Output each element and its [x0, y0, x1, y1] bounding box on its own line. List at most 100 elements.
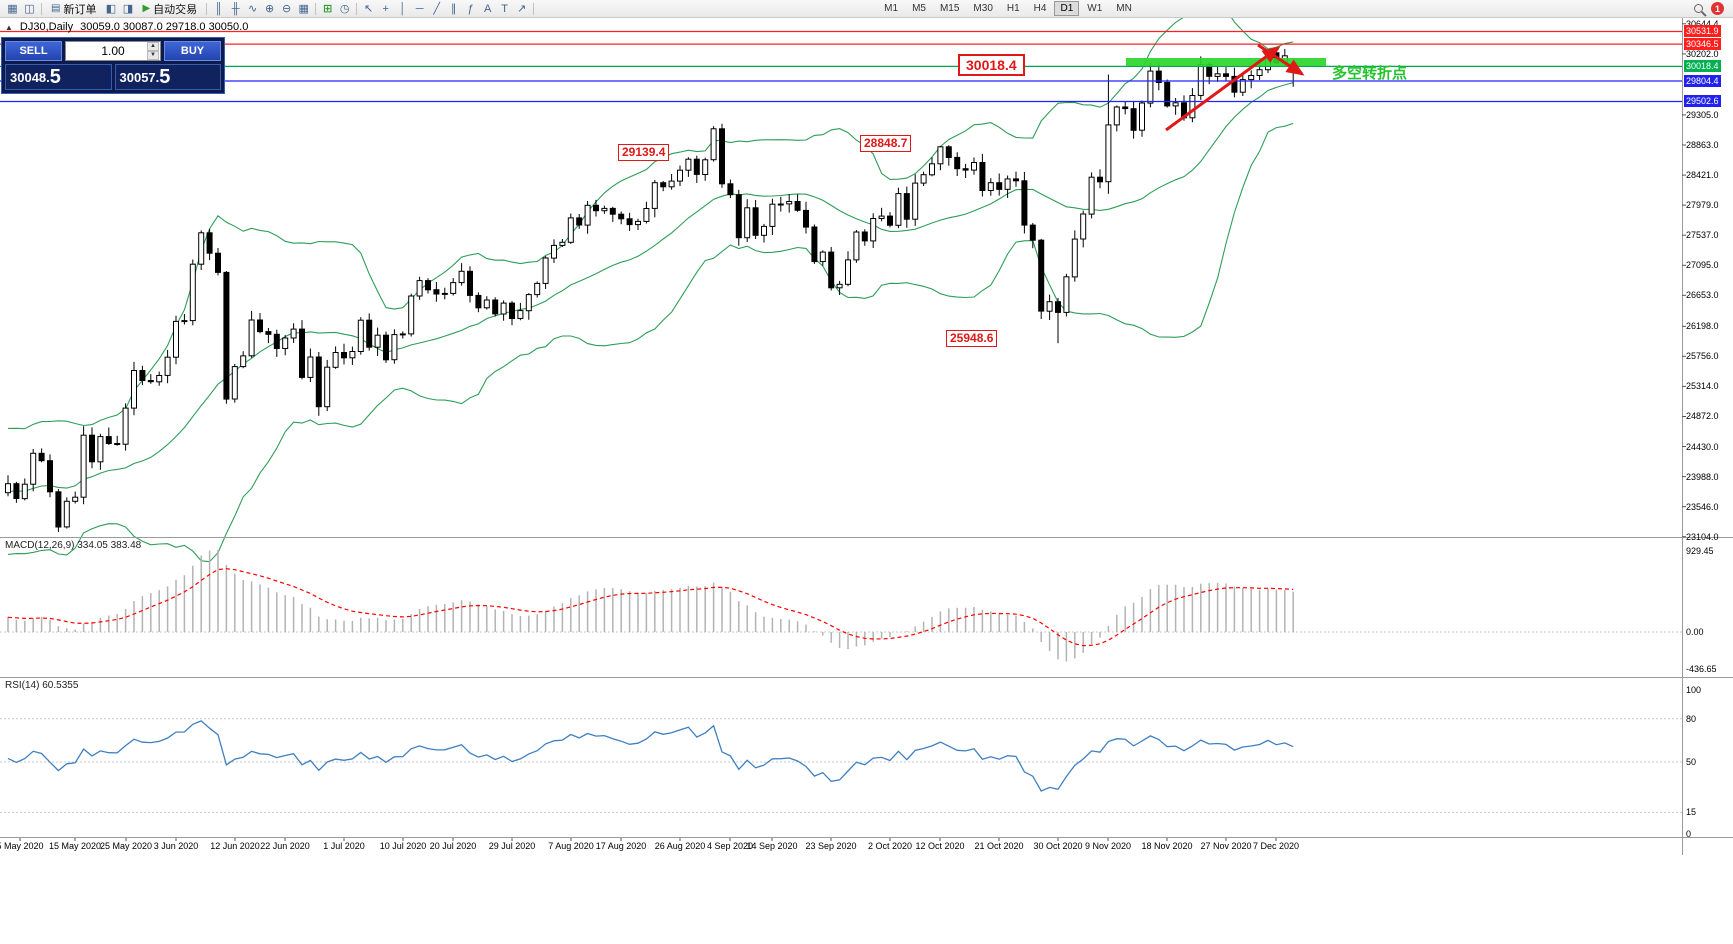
crosshair-icon[interactable]: + — [382, 2, 389, 15]
label-icon[interactable]: T — [501, 2, 509, 15]
volume-spinner[interactable]: ▲ ▼ — [147, 42, 159, 60]
bar-chart-icon[interactable]: ║ — [214, 2, 223, 15]
time-axis-label: 21 Oct 2020 — [974, 841, 1024, 851]
price-axis-label: 29502.6 — [1684, 95, 1721, 107]
chart-ohlc: 30059.0 30087.0 29718.0 30050.0 — [80, 21, 249, 33]
price-axis-label: 30644.4 — [1686, 19, 1719, 29]
sell-button[interactable]: SELL — [5, 41, 62, 61]
notification-badge[interactable]: 1 — [1711, 2, 1724, 15]
axis-ticks — [19, 23, 1686, 841]
sell-price-display[interactable]: 30048. 5 — [5, 64, 112, 90]
cursor-icon[interactable]: ↖ — [364, 3, 374, 15]
price-annotation-box: 25948.6 — [946, 330, 998, 347]
search-icon[interactable] — [1694, 4, 1703, 13]
level-lines — [0, 30, 1682, 103]
one-click-trading-panel: SELL 1.00 ▲ ▼ BUY 30048. 5 30057. 5 — [1, 37, 225, 94]
arrows-icon[interactable]: ↗ — [517, 3, 527, 15]
tile-windows-icon[interactable]: ▦ — [298, 3, 309, 15]
timeframe-h1-button[interactable]: H1 — [1001, 1, 1026, 16]
volume-input[interactable]: 1.00 ▲ ▼ — [65, 41, 161, 61]
symbol-marker-icon: ▲ — [5, 22, 13, 32]
timeframe-m1-button[interactable]: M1 — [878, 1, 904, 16]
time-axis-label: 23 Sep 2020 — [805, 841, 857, 851]
volume-down-icon[interactable]: ▼ — [147, 51, 159, 60]
time-axis-label: 12 Oct 2020 — [915, 841, 965, 851]
time-axis-label: 30 Oct 2020 — [1033, 841, 1083, 851]
text-icon[interactable]: A — [483, 2, 492, 15]
price-axis-label: 30202.0 — [1686, 49, 1719, 59]
volume-up-icon[interactable]: ▲ — [147, 42, 159, 51]
equidistant-channel-icon[interactable]: ∥ — [450, 3, 457, 15]
macd-axis-label: 0.00 — [1686, 627, 1704, 637]
timeframe-m30-button[interactable]: M30 — [967, 1, 998, 16]
data-window-icon[interactable]: ◨ — [122, 3, 134, 15]
volume-value: 1.00 — [101, 44, 125, 58]
vertical-line-icon[interactable]: │ — [399, 2, 407, 15]
sell-price-pip: 5 — [49, 66, 61, 88]
price-annotation-box: 28848.7 — [860, 135, 912, 152]
time-axis-label: 1 Jul 2020 — [323, 841, 365, 851]
buy-price-pip: 5 — [159, 66, 171, 88]
price-axis-label: 26653.0 — [1686, 290, 1719, 300]
timeframe-mn-button[interactable]: MN — [1110, 1, 1138, 16]
time-axis-label: 25 May 2020 — [99, 841, 153, 851]
time-axis-label: 12 Jun 2020 — [210, 841, 260, 851]
timeframe-w1-button[interactable]: W1 — [1081, 1, 1108, 16]
line-chart-icon[interactable]: ∿ — [248, 3, 258, 15]
zoom-out-icon[interactable]: ⊖ — [282, 3, 292, 15]
buy-price-display[interactable]: 30057. 5 — [114, 64, 221, 90]
candlestick-series — [5, 48, 1297, 532]
top-toolbar: ▦ ◫ ▤ 新订单 ◧ ◨ ▶ 自动交易 ║ ╫ ∿ ⊕ ⊖ ▦ ⊞ ◷ ↖ + │ ─ ╱ ∥ ƒ A T ↗… — [0, 0, 1733, 18]
timeframe-h4-button[interactable]: H4 — [1028, 1, 1053, 16]
price-annotation-box: 30018.4 — [958, 54, 1025, 76]
macd-label: MACD(12,26,9) 334.05 383.48 — [5, 540, 142, 551]
new-chart-icon[interactable]: ▦ — [7, 3, 18, 15]
fibonacci-icon[interactable]: ƒ — [467, 2, 474, 15]
cycles-icon[interactable]: ◷ — [339, 3, 350, 15]
buy-price-main: 30057. — [119, 70, 160, 85]
rsi-label: RSI(14) 60.5355 — [5, 680, 79, 691]
time-axis-label: 7 Dec 2020 — [1252, 841, 1300, 851]
buy-button[interactable]: BUY — [164, 41, 221, 61]
panel-separators — [0, 18, 1733, 855]
time-axis-label: 20 Jul 2020 — [429, 841, 477, 851]
time-axis-label: 10 Jul 2020 — [379, 841, 427, 851]
autotrading-button[interactable]: ▶ 自动交易 — [136, 1, 203, 17]
price-axis-label: 28863.0 — [1686, 140, 1719, 150]
indicators-icon[interactable]: ⊞ — [323, 3, 333, 15]
time-axis-label: 3 Jun 2020 — [153, 841, 199, 851]
price-axis-label: 27979.0 — [1686, 200, 1719, 210]
time-axis-label: 4 Sep 2020 — [706, 841, 754, 851]
market-watch-icon[interactable]: ◧ — [105, 3, 117, 15]
bollinger-bands — [7, 0, 1294, 563]
rsi-axis-label: 80 — [1686, 714, 1697, 724]
timeframe-d1-button[interactable]: D1 — [1054, 1, 1080, 16]
zoom-in-icon[interactable]: ⊕ — [265, 3, 275, 15]
trade-panel-prices: 30048. 5 30057. 5 — [5, 64, 221, 90]
time-axis-label: 22 Jun 2020 — [260, 841, 310, 851]
timeframe-m5-button[interactable]: M5 — [906, 1, 932, 16]
price-axis-label: 24872.0 — [1686, 411, 1719, 421]
time-axis-label: 27 Nov 2020 — [1200, 841, 1252, 851]
toolbar-right-group: 1 — [1694, 2, 1729, 15]
time-axis-label: 17 Aug 2020 — [595, 841, 647, 851]
price-axis-label: 23546.0 — [1686, 502, 1719, 512]
rsi-axis-label: 50 — [1686, 757, 1697, 767]
trendline-icon[interactable]: ╱ — [433, 3, 440, 15]
price-axis-label: 29305.0 — [1686, 110, 1719, 120]
candlestick-chart-icon[interactable]: ╫ — [231, 2, 240, 15]
new-order-button[interactable]: ▤ 新订单 — [45, 1, 102, 17]
price-axis-label: 24430.0 — [1686, 442, 1719, 452]
horizontal-line-icon[interactable]: ─ — [415, 2, 424, 15]
toolbar-separator — [315, 2, 317, 15]
trend-arrows — [1165, 43, 1305, 132]
chart-symbol-period: DJ30,Daily — [19, 21, 74, 33]
rsi-axis-label: 0 — [1686, 829, 1692, 839]
profiles-icon[interactable]: ◫ — [24, 3, 35, 15]
autotrading-label: 自动交易 — [153, 3, 198, 16]
time-axis-label: 9 Nov 2020 — [1084, 841, 1132, 851]
timeframe-m15-button[interactable]: M15 — [934, 1, 965, 16]
